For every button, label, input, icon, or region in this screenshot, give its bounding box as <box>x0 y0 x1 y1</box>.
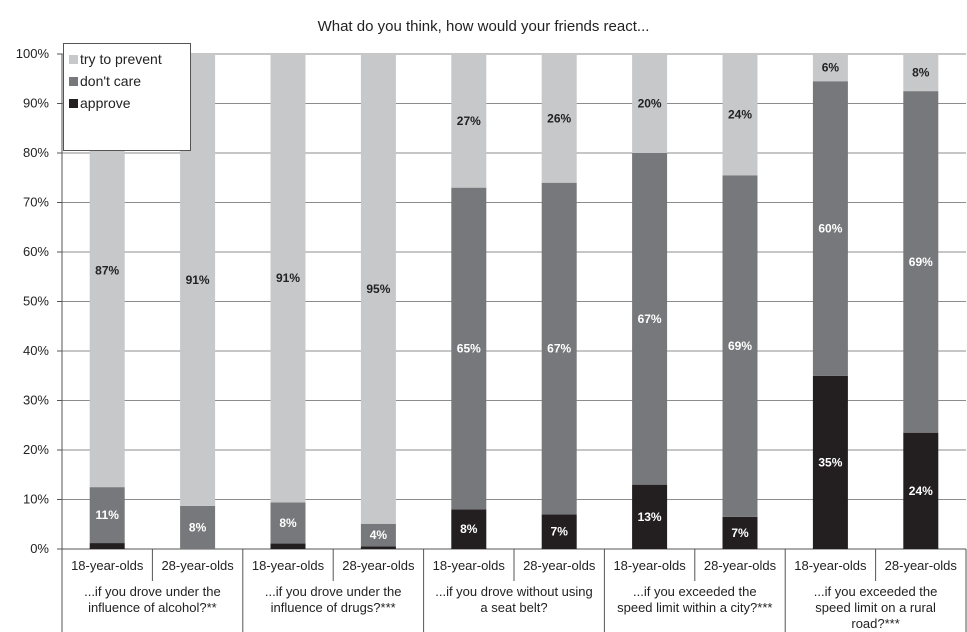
bar-segment-approve <box>541 514 577 549</box>
group-label: influence of alcohol?** <box>88 600 217 615</box>
y-tick-label: 100% <box>16 46 50 61</box>
data-label: 20% <box>638 97 662 111</box>
group-label: ...if you drove under the <box>84 584 221 599</box>
data-label: 24% <box>728 108 752 122</box>
bar-segment-approve <box>903 432 939 549</box>
group-label: speed limit on a rural <box>815 600 936 615</box>
category-label: 18-year-olds <box>71 558 144 573</box>
bar-segment-don-t-care <box>541 182 577 515</box>
data-label: 91% <box>186 273 210 287</box>
data-label: 11% <box>96 508 120 522</box>
data-label: 69% <box>728 339 752 353</box>
bar-segment-try-to-prevent <box>270 54 306 503</box>
data-label: 95% <box>366 282 390 296</box>
y-tick-label: 30% <box>23 393 49 408</box>
bar-segment-approve <box>632 484 668 549</box>
bar-segment-try-to-prevent <box>632 54 668 153</box>
bar-segment-don-t-care <box>180 505 216 549</box>
category-label: 28-year-olds <box>342 558 415 573</box>
bar-segment-try-to-prevent <box>360 54 396 524</box>
legend-label: approve <box>80 95 131 111</box>
data-label: 7% <box>551 525 569 539</box>
bar-segment-try-to-prevent <box>812 54 848 82</box>
data-label: 67% <box>638 312 662 326</box>
y-tick-label: 90% <box>23 96 49 111</box>
y-tick-label: 80% <box>23 145 49 160</box>
bar-segment-don-t-care <box>812 81 848 376</box>
data-label: 67% <box>547 342 571 356</box>
bar-segment-don-t-care <box>451 187 487 510</box>
data-label: 7% <box>731 526 749 540</box>
data-label: 69% <box>909 255 933 269</box>
data-label: 35% <box>818 455 842 469</box>
category-label: 28-year-olds <box>161 558 234 573</box>
category-label: 28-year-olds <box>885 558 958 573</box>
y-tick-label: 60% <box>23 244 49 259</box>
category-label: 18-year-olds <box>794 558 867 573</box>
category-label: 28-year-olds <box>523 558 596 573</box>
bar-segment-approve <box>360 546 396 549</box>
data-label: 4% <box>370 528 388 542</box>
data-label: 26% <box>547 111 571 125</box>
bar-segment-try-to-prevent <box>722 54 758 176</box>
legend-item: don't care <box>64 70 190 92</box>
legend-item: try to prevent <box>64 48 190 70</box>
group-label: ...if you drove under the <box>265 584 402 599</box>
data-label: 24% <box>909 484 933 498</box>
data-label: 8% <box>189 520 207 534</box>
group-label: ...if you exceeded the <box>633 584 757 599</box>
bar-segment-don-t-care <box>89 487 125 544</box>
data-label: 8% <box>912 66 930 80</box>
y-tick-label: 20% <box>23 442 49 457</box>
bar-segment-approve <box>812 375 848 549</box>
y-tick-label: 70% <box>23 195 49 210</box>
data-label: 8% <box>279 516 297 530</box>
bar-segment-don-t-care <box>722 175 758 517</box>
data-label: 65% <box>457 342 481 356</box>
chart-title: What do you think, how would your friend… <box>317 18 650 35</box>
category-label: 28-year-olds <box>704 558 777 573</box>
group-label: influence of drugs?*** <box>271 600 396 615</box>
category-label: 18-year-olds <box>613 558 686 573</box>
bar-segment-approve <box>270 543 306 549</box>
bar-segment-try-to-prevent <box>903 54 939 92</box>
legend-swatch <box>69 76 78 86</box>
y-tick-label: 10% <box>23 492 49 507</box>
bar-segment-don-t-care <box>270 502 306 544</box>
legend: try to prevent don't care approve <box>63 43 191 151</box>
data-label: 60% <box>818 221 842 235</box>
group-label: speed limit within a city?*** <box>617 600 772 615</box>
group-label: ...if you drove without using <box>435 584 593 599</box>
data-label: 27% <box>457 114 481 128</box>
legend-swatch <box>69 54 78 64</box>
group-label: road?*** <box>851 616 899 631</box>
bar-segment-approve <box>722 516 758 549</box>
bar-segment-don-t-care <box>632 153 668 485</box>
bar-segment-don-t-care <box>360 523 396 547</box>
legend-label: don't care <box>80 73 142 89</box>
legend-label: try to prevent <box>80 51 162 67</box>
bar-segment-try-to-prevent <box>451 54 487 188</box>
data-label: 87% <box>95 264 119 278</box>
category-label: 18-year-olds <box>433 558 506 573</box>
data-label: 91% <box>276 271 300 285</box>
legend-swatch <box>69 98 78 108</box>
bar-segment-don-t-care <box>903 91 939 433</box>
bar-segment-try-to-prevent <box>541 54 577 183</box>
data-label: 8% <box>460 522 478 536</box>
bar-segment-approve <box>89 543 125 549</box>
y-tick-label: 50% <box>23 294 49 309</box>
group-label: ...if you exceeded the <box>814 584 938 599</box>
category-label: 18-year-olds <box>252 558 325 573</box>
y-tick-label: 0% <box>30 541 49 556</box>
data-label: 6% <box>822 61 840 75</box>
y-tick-label: 40% <box>23 343 49 358</box>
bar-segment-approve <box>451 509 487 549</box>
legend-item: approve <box>64 92 190 114</box>
group-label: a seat belt? <box>480 600 547 615</box>
data-label: 13% <box>638 510 662 524</box>
